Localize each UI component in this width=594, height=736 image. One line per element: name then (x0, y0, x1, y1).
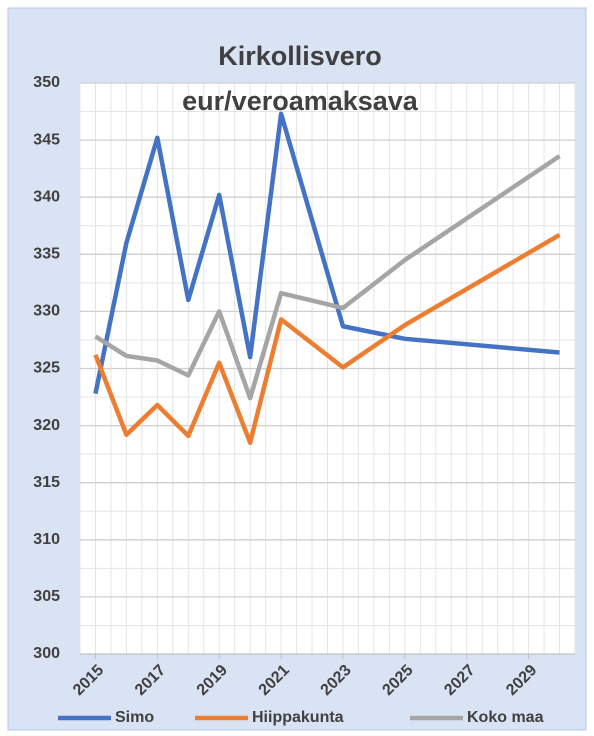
marks (93, 111, 561, 445)
y-tick-label: 325 (33, 360, 60, 377)
chart-title: Kirkollisvero (218, 41, 382, 71)
y-tick-label: 305 (33, 588, 60, 605)
legend-label: Hiippakunta (252, 709, 344, 726)
series-line (93, 111, 560, 395)
y-tick-label: 320 (33, 417, 60, 434)
series-line (93, 232, 561, 445)
chart-subtitle: eur/veroamaksava (182, 86, 419, 116)
legend-label: Koko maa (467, 709, 544, 726)
y-tick-label: 345 (33, 131, 60, 148)
y-tick-label: 300 (33, 645, 60, 662)
y-tick-label: 330 (33, 303, 60, 320)
y-tick-label: 335 (33, 246, 60, 263)
legend-label: Simo (115, 709, 154, 726)
y-tick-label: 340 (33, 188, 60, 205)
y-tick-label: 315 (33, 474, 60, 491)
y-tick-label: 310 (33, 531, 60, 548)
y-tick-label: 350 (33, 74, 60, 91)
series-line (94, 154, 561, 401)
